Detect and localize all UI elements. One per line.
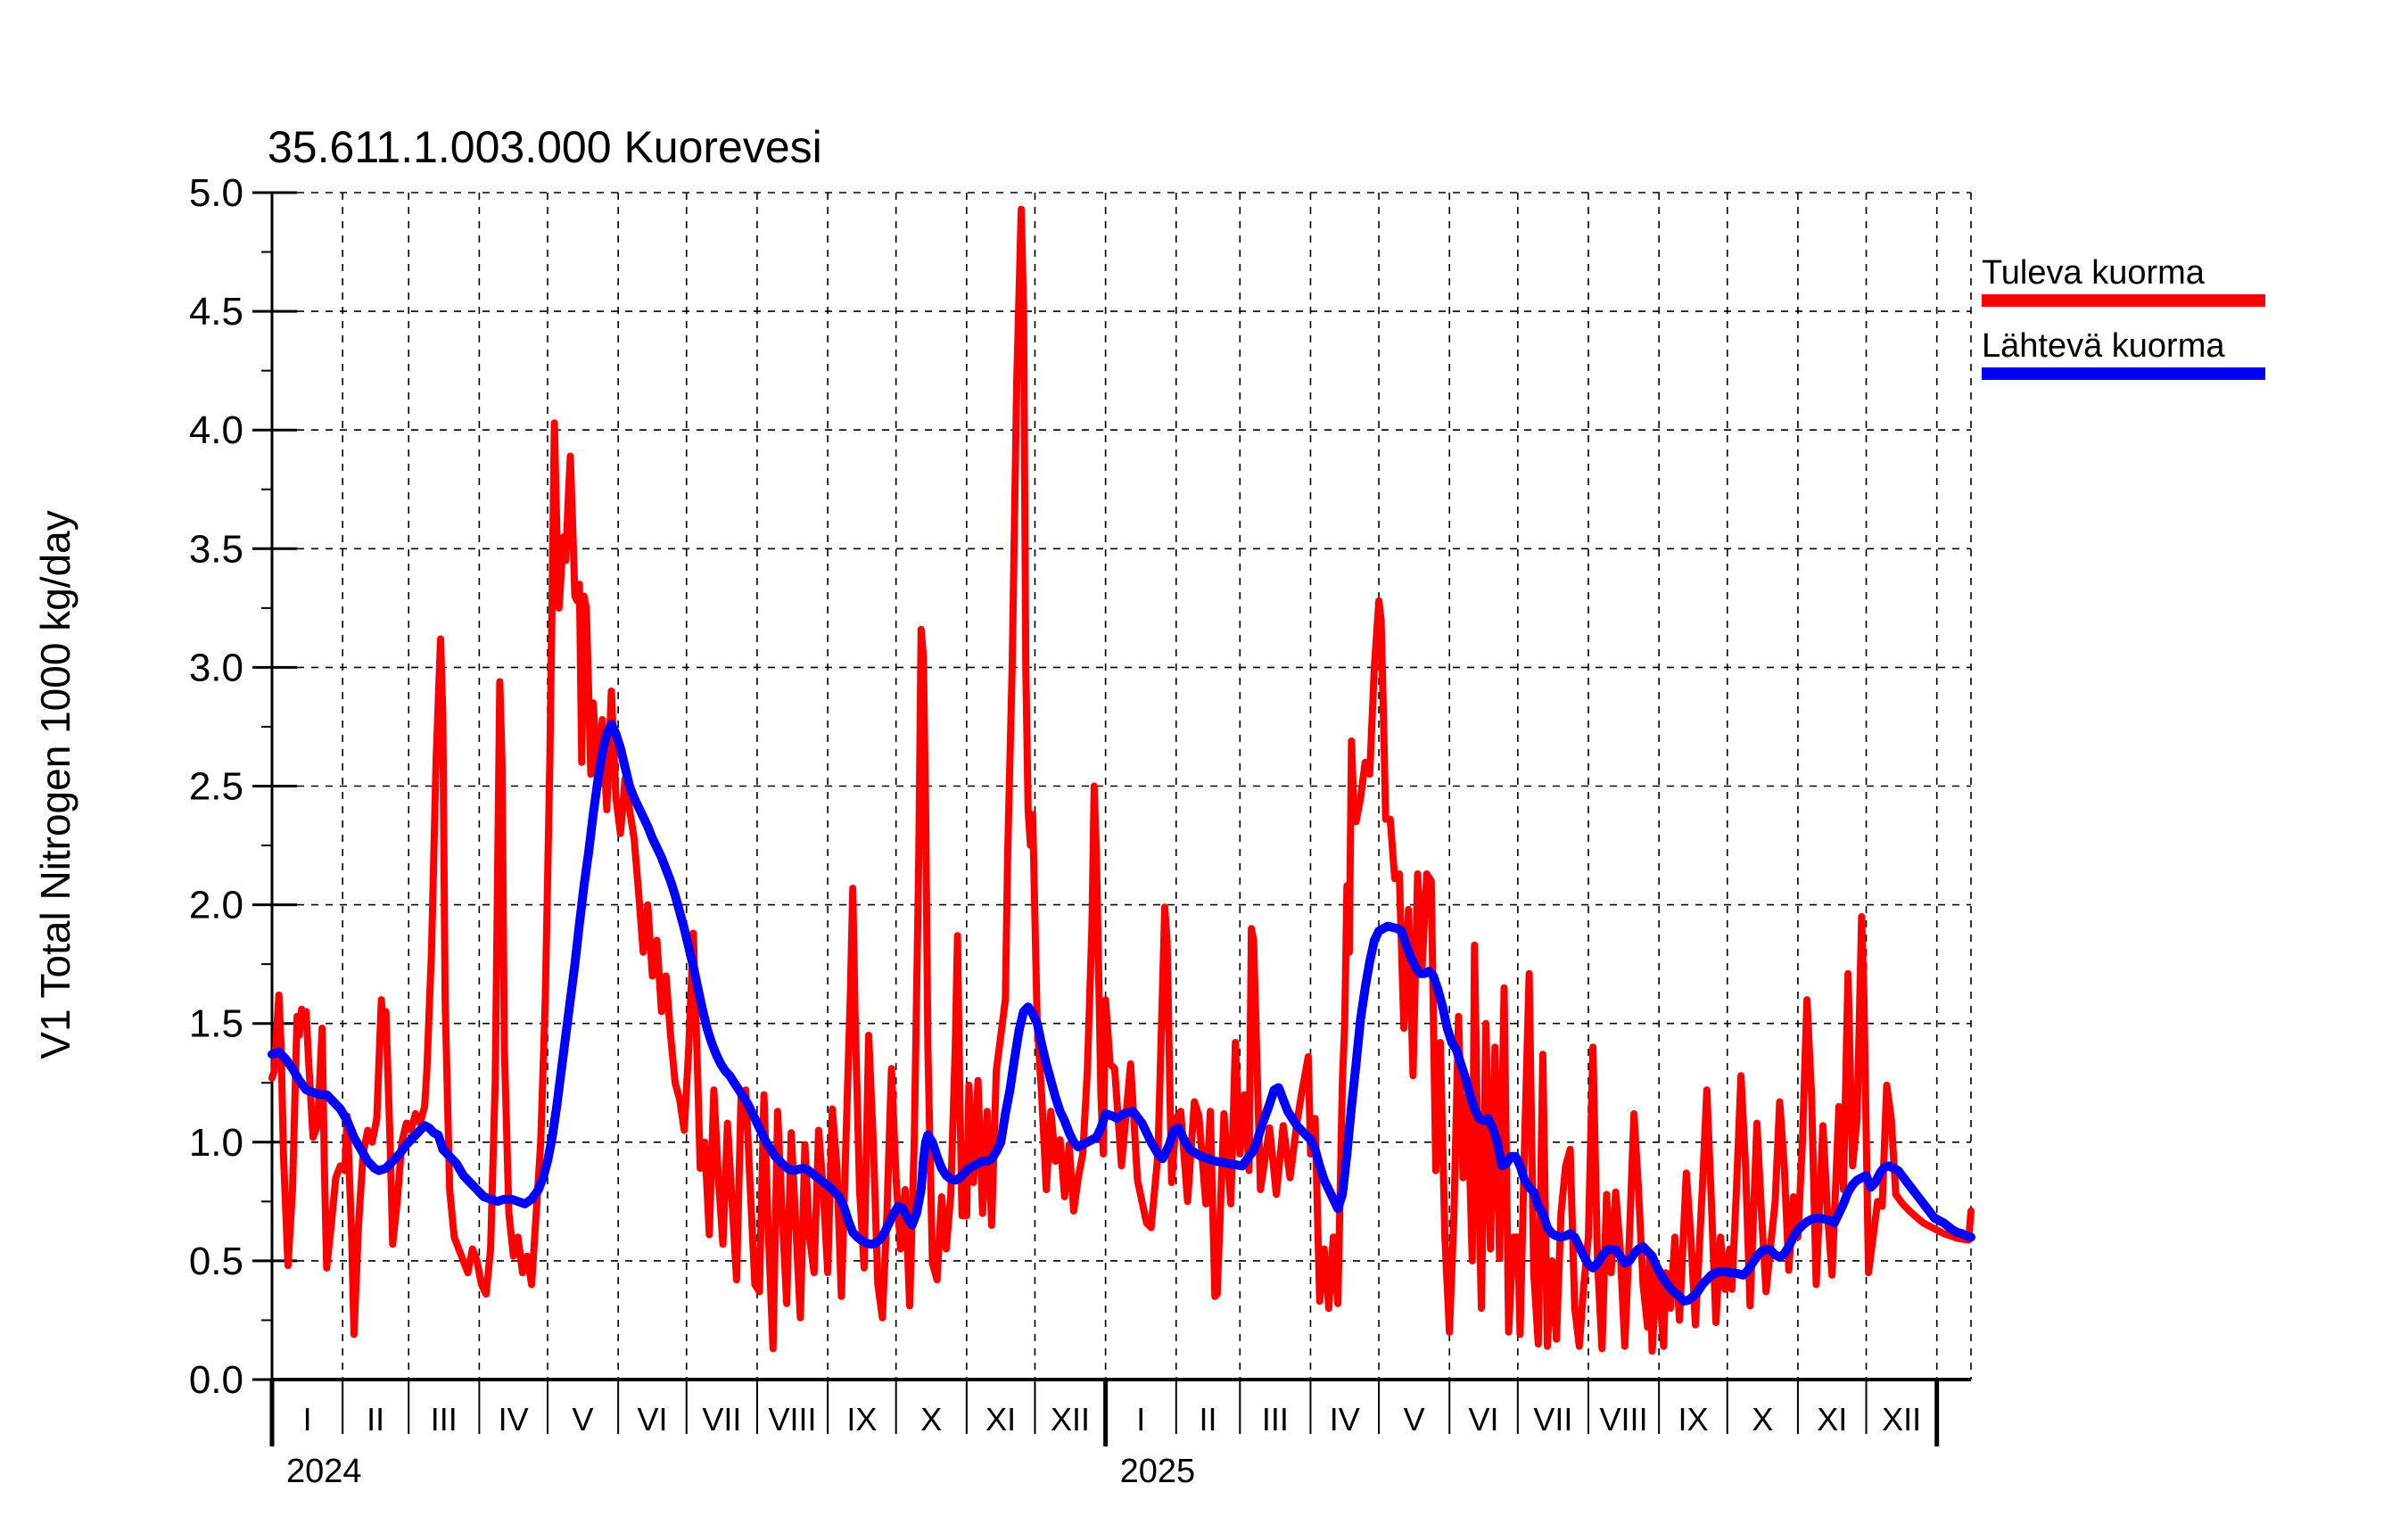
y-tick-label: 1.5: [189, 1002, 243, 1046]
y-tick-label: 1.0: [189, 1121, 243, 1165]
legend-swatch-incoming-line: [1982, 294, 2265, 307]
month-label: III: [431, 1401, 458, 1438]
y-tick-label: 2.5: [189, 765, 243, 809]
y-tick-label: 0.0: [189, 1358, 243, 1402]
month-label: III: [1262, 1401, 1289, 1438]
y-tick-label: 5.0: [189, 171, 243, 215]
month-label: XII: [1051, 1401, 1090, 1438]
year-label: 2025: [1120, 1453, 1196, 1490]
y-tick-label: 2.0: [189, 884, 243, 927]
month-label: X: [1752, 1401, 1773, 1438]
outgoing-load-line: [268, 720, 1975, 1306]
series-layer: [268, 205, 1975, 1355]
month-label: VI: [1469, 1401, 1499, 1438]
legend-label-incoming: Tuleva kuorma: [1982, 254, 2206, 292]
legend-label-outgoing: Lähtevä kuorma: [1982, 327, 2225, 365]
month-label: IV: [499, 1401, 529, 1438]
month-label: II: [1200, 1401, 1217, 1438]
month-label: XII: [1882, 1401, 1921, 1438]
y-tick-label: 4.0: [189, 408, 243, 452]
y-tick-label: 3.0: [189, 646, 243, 689]
month-label: VIII: [768, 1401, 816, 1438]
month-label: VII: [1533, 1401, 1572, 1438]
label-layer: 35.611.1.003.000 Kuorevesi V1 Total Nitr…: [32, 122, 2265, 1059]
month-label: IV: [1330, 1401, 1360, 1438]
month-label: XI: [985, 1401, 1016, 1438]
month-label: II: [367, 1401, 384, 1438]
month-label: VI: [637, 1401, 667, 1438]
y-tick-label: 3.5: [189, 527, 243, 571]
year-label: 2024: [286, 1453, 362, 1490]
month-label: V: [573, 1401, 594, 1438]
legend: Tuleva kuorma Lähtevä kuorma: [1982, 254, 2265, 380]
incoming-load-line: [268, 205, 1975, 1355]
axis-layer: 0.00.51.01.52.02.53.03.54.04.55.0I II III I…: [189, 171, 1971, 1490]
month-label: IX: [1678, 1401, 1708, 1438]
y-tick-label: 0.5: [189, 1240, 243, 1283]
month-label: V: [1404, 1401, 1425, 1438]
legend-swatch-outgoing-line: [1982, 367, 2265, 380]
y-axis-label: V1 Total Nitrogen 1000 kg/day: [32, 510, 78, 1059]
month-label: I: [303, 1401, 312, 1438]
month-label: IX: [846, 1401, 877, 1438]
month-label: I: [1136, 1401, 1145, 1438]
month-label: VII: [702, 1401, 741, 1438]
chart-title: 35.611.1.003.000 Kuorevesi: [268, 122, 822, 172]
month-label: X: [920, 1401, 942, 1438]
month-label: XI: [1817, 1401, 1847, 1438]
month-label: VIII: [1600, 1401, 1648, 1438]
y-tick-label: 4.5: [189, 290, 243, 334]
